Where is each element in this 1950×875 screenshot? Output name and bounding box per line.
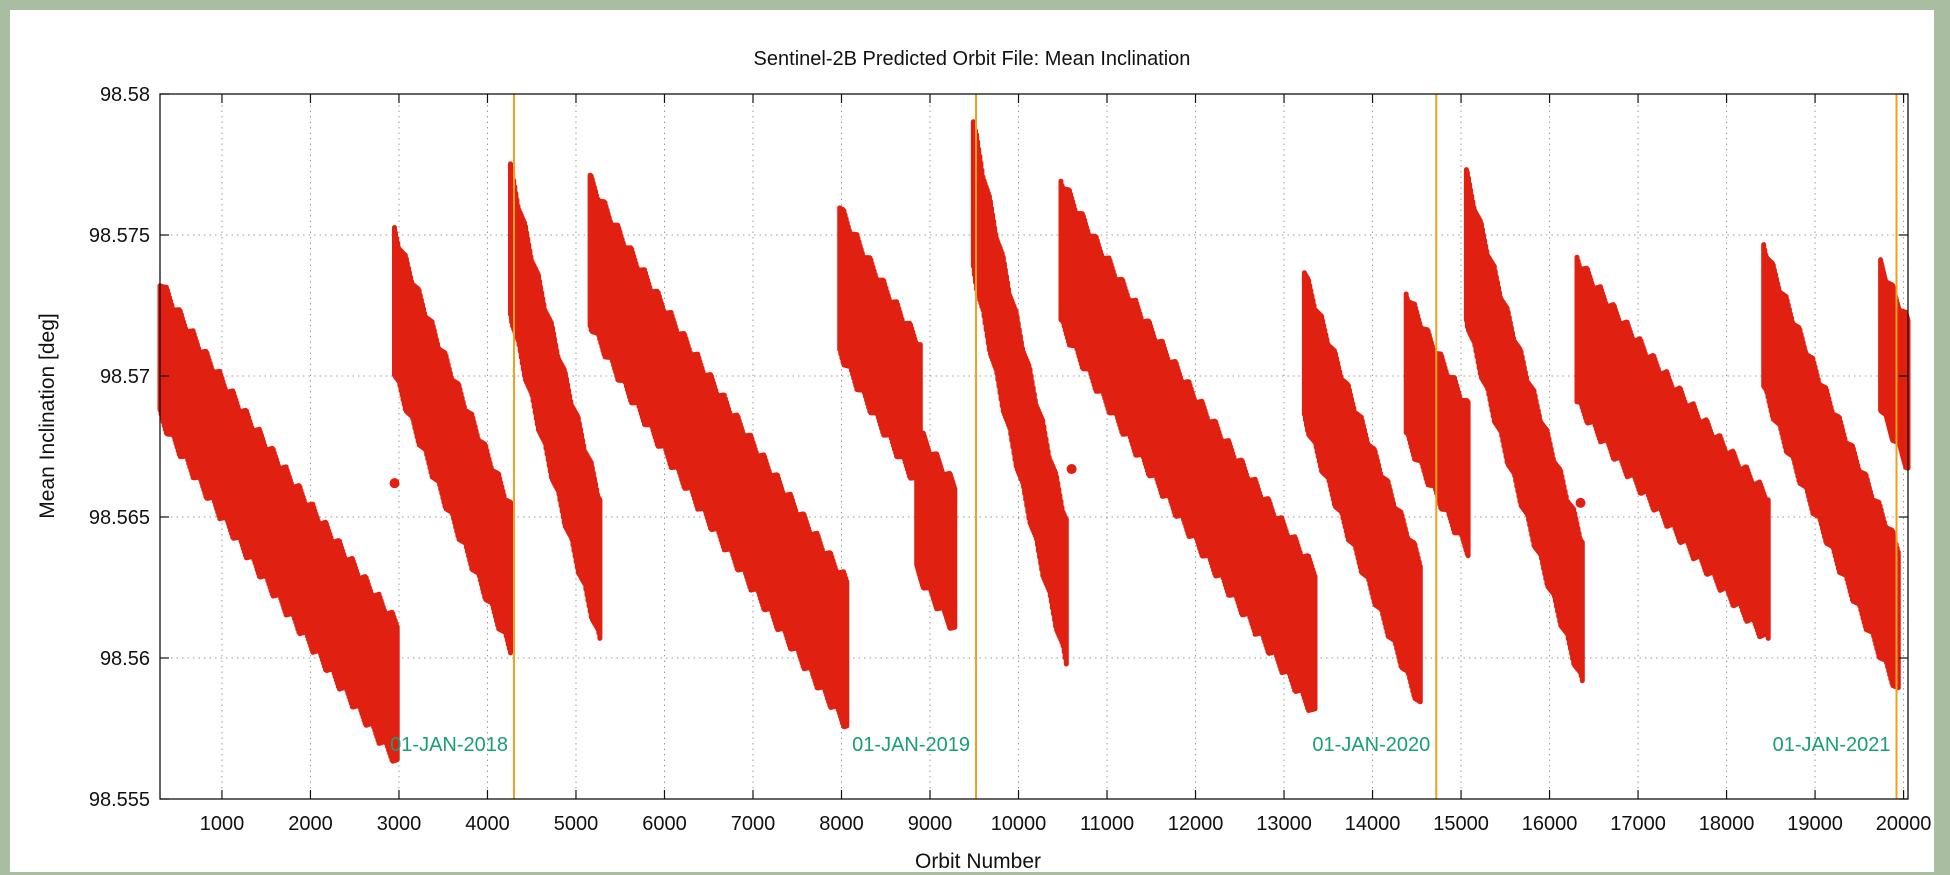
plot-border (159, 93, 1909, 800)
data-point (1575, 497, 1586, 508)
x-tick-label: 8000 (819, 813, 864, 835)
y-tick-label: 98.555 (89, 789, 150, 811)
y-tick-label: 98.57 (100, 366, 150, 388)
x-tick-label: 15000 (1433, 813, 1489, 835)
data-point (389, 478, 400, 489)
axis-layer: 1000 2000 3000 4000 5000 6000 7000 8000 9000 1000… (89, 84, 1932, 835)
x-tick-label: 1000 (200, 813, 245, 835)
x-tick-label: 16000 (1522, 813, 1578, 835)
x-tick-label: 9000 (908, 813, 953, 835)
x-tick-label: 17000 (1610, 813, 1666, 835)
y-tick-label: 98.58 (100, 84, 150, 106)
date-marker-label: 01-JAN-2019 (852, 734, 970, 756)
x-tick-label: 13000 (1256, 813, 1312, 835)
data-layer (157, 119, 1911, 764)
x-tick-label: 20000 (1876, 813, 1932, 835)
date-marker-layer: 01-JAN-2018 01-JAN-2019 01-JAN-2020 01-JAN-… (390, 94, 1898, 799)
x-tick-label: 19000 (1787, 813, 1843, 835)
date-marker-label: 01-JAN-2020 (1312, 734, 1430, 756)
y-tick-label: 98.565 (89, 507, 150, 529)
chart-title: Sentinel-2B Predicted Orbit File: Mean I… (754, 48, 1191, 70)
chart-frame: Sentinel-2B Predicted Orbit File: Mean I… (10, 10, 1934, 872)
x-tick-label: 7000 (731, 813, 776, 835)
x-tick-label: 14000 (1345, 813, 1401, 835)
chart-svg: Sentinel-2B Predicted Orbit File: Mean I… (36, 48, 1932, 872)
x-tick-label: 6000 (642, 813, 687, 835)
x-axis-title: Orbit Number (915, 850, 1041, 872)
x-tick-label: 12000 (1168, 813, 1224, 835)
y-axis-title: Mean Inclination [deg] (36, 313, 59, 518)
date-marker-label: 01-JAN-2018 (390, 734, 508, 756)
date-marker-label: 01-JAN-2021 (1773, 734, 1891, 756)
x-tick-label: 2000 (288, 813, 333, 835)
y-tick-label: 98.575 (89, 225, 150, 247)
x-tick-label: 5000 (554, 813, 599, 835)
x-tick-label: 11000 (1080, 813, 1134, 835)
x-tick-label: 4000 (465, 813, 510, 835)
x-tick-label: 18000 (1699, 813, 1755, 835)
x-tick-label: 10000 (991, 813, 1047, 835)
data-point (1066, 464, 1077, 475)
x-tick-label: 3000 (377, 813, 422, 835)
y-tick-label: 98.56 (100, 648, 150, 670)
